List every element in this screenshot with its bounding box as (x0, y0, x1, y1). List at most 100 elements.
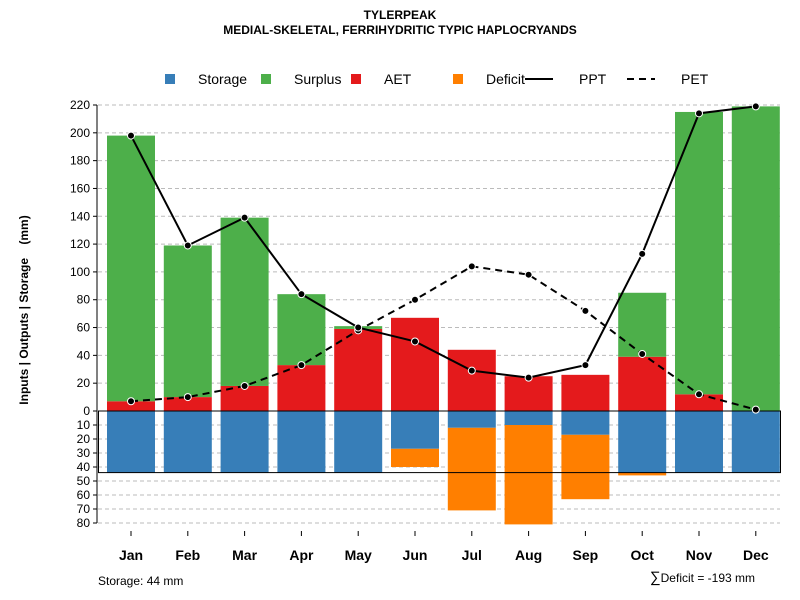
storage-bar (391, 411, 439, 449)
pet-point (524, 270, 533, 279)
storage-bar (504, 411, 553, 425)
pet-point (638, 349, 647, 358)
y-axis-label: Inputs | Outputs | Storage (mm) (17, 215, 31, 404)
ppt-point (183, 241, 192, 250)
deficit-bar (618, 472, 667, 476)
storage-capacity-box (98, 410, 781, 474)
pet-point (183, 393, 192, 402)
surplus-bar (163, 245, 212, 398)
y-tick-label-top: 180 (70, 154, 90, 168)
pet-line (130, 265, 757, 411)
ppt-point (751, 102, 760, 111)
sigma-symbol: ∑ (649, 569, 661, 586)
storage-bar (277, 411, 326, 473)
storage-bar (334, 411, 383, 473)
y-tick-label-top: 200 (70, 126, 90, 140)
x-tick-label: Jul (462, 547, 482, 563)
pet-point (411, 295, 419, 304)
y-tick-label-top: 80 (77, 293, 91, 307)
x-tick-label: May (345, 547, 372, 563)
y-tick-label-bottom: 40 (77, 460, 91, 474)
y-tick-label-bottom: 60 (77, 488, 91, 502)
surplus-bar (675, 111, 723, 395)
legend-swatch (165, 74, 175, 84)
y-tick-label-top: 40 (77, 348, 91, 362)
y-tick-label-bottom: 30 (77, 446, 91, 460)
surplus-bar (277, 294, 326, 366)
storage-bar (163, 411, 212, 473)
aet-bar (561, 374, 610, 411)
deficit-bar (391, 448, 439, 467)
aet-bar (277, 365, 326, 411)
pet-point (581, 306, 590, 315)
chart-title: TYLERPEAK (363, 8, 437, 22)
y-tick-label-top: 20 (77, 376, 91, 390)
ppt-point (240, 213, 249, 222)
legend-label: PPT (579, 71, 607, 87)
deficit-note: ∑Deficit = -193 mm (650, 569, 755, 586)
aet-bar (504, 376, 553, 411)
legend-swatch (261, 74, 271, 84)
x-tick-label: Mar (232, 547, 257, 563)
ppt-point (638, 249, 647, 258)
pet-point (240, 381, 249, 390)
storage-bar (107, 411, 155, 473)
ppt-point (524, 373, 533, 382)
storage-bar (220, 411, 269, 473)
ppt-line (130, 105, 756, 379)
aet-bar (334, 328, 383, 411)
y-tick-label-bottom: 20 (77, 432, 91, 446)
aet-bar (107, 401, 155, 411)
storage-note: Storage: 44 mm (98, 574, 184, 588)
surplus-bar (731, 106, 780, 412)
y-tick-label-bottom: 70 (77, 502, 91, 516)
ppt-point (467, 366, 476, 375)
y-tick-label-top: 100 (70, 265, 90, 279)
y-tick-label-top: 0 (83, 404, 90, 418)
y-tick-label-top: 120 (70, 237, 90, 251)
y-tick-label-top: 60 (77, 321, 91, 335)
surplus-bar (107, 135, 155, 402)
x-tick-label: Apr (289, 547, 314, 563)
legend-label: PET (681, 71, 709, 87)
deficit-note-text: Deficit = -193 mm (660, 571, 755, 585)
x-tick-label: Oct (631, 547, 655, 563)
ppt-point (411, 337, 419, 346)
surplus-bar (618, 292, 667, 357)
aet-bar (447, 349, 496, 411)
x-tick-label: Aug (515, 547, 542, 563)
aet-bar (391, 317, 439, 411)
x-tick-label: Dec (743, 547, 769, 563)
y-tick-label-bottom: 50 (77, 474, 91, 488)
legend-label: Surplus (294, 71, 341, 87)
pet-point (751, 405, 760, 414)
x-tick-label: Feb (175, 547, 200, 563)
y-tick-label-top: 220 (70, 98, 90, 112)
ppt-point (695, 109, 703, 118)
aet-bar (220, 385, 269, 411)
x-tick-label: Jun (403, 547, 428, 563)
ppt-point (581, 361, 590, 370)
x-tick-label: Jan (119, 547, 143, 563)
aet-bar (163, 397, 212, 411)
storage-bar (731, 411, 780, 473)
storage-bar (447, 411, 496, 428)
y-tick-label-top: 160 (70, 181, 90, 195)
chart-subtitle: MEDIAL-SKELETAL, FERRIHYDRITIC TYPIC HAP… (223, 23, 577, 37)
y-tick-label-bottom: 10 (77, 418, 91, 432)
storage-bar (561, 411, 610, 435)
legend-label: Storage (198, 71, 247, 87)
pet-point (467, 262, 476, 271)
ppt-point (297, 290, 306, 299)
pet-point (127, 397, 135, 406)
storage-bar (675, 411, 723, 473)
deficit-bar (504, 425, 553, 525)
pet-point (695, 390, 703, 399)
ppt-point (354, 323, 363, 332)
y-tick-label-bottom: 80 (77, 516, 91, 530)
legend-label: Deficit (486, 71, 525, 87)
y-tick-label-top: 140 (70, 209, 90, 223)
deficit-bar (447, 427, 496, 511)
pet-point (297, 361, 306, 370)
